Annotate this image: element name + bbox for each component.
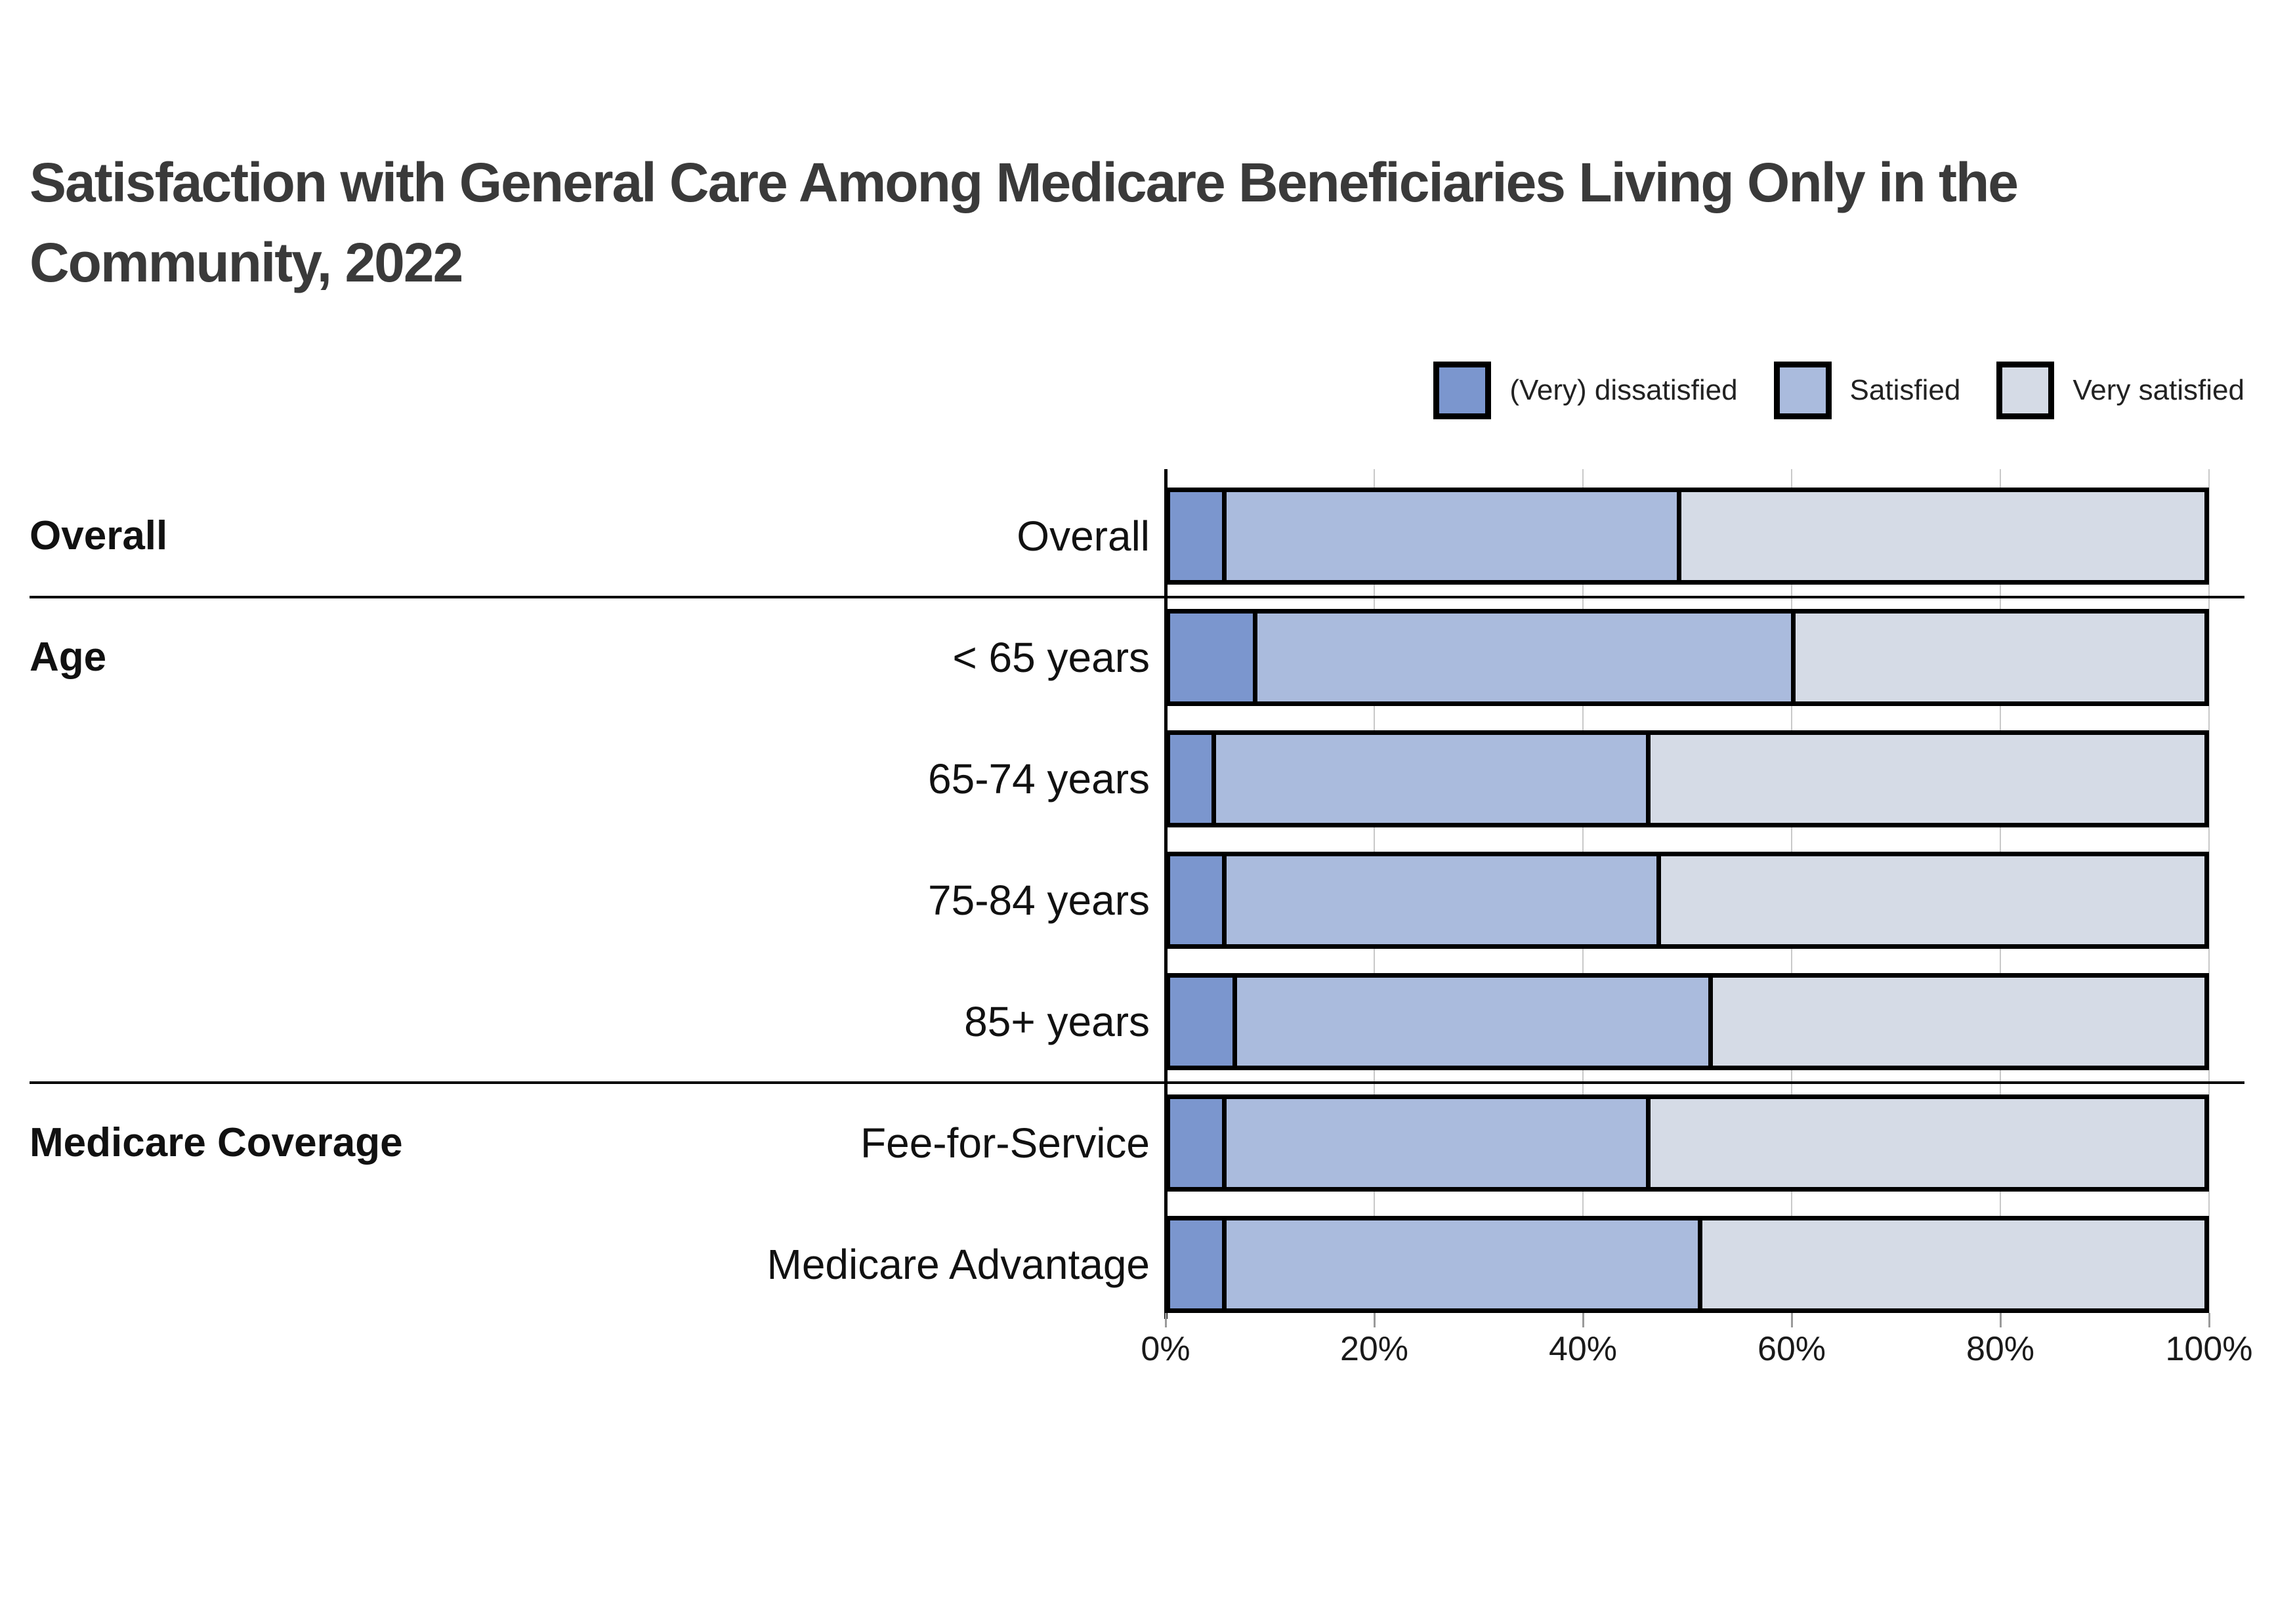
legend-item-label: (Very) dissatisfied	[1509, 374, 1738, 406]
x-axis-tick-label: 60%	[1757, 1330, 1826, 1368]
gridline	[2208, 469, 2210, 1313]
x-axis-tick	[1374, 1313, 1376, 1327]
bar-segment-satisfied	[1221, 1099, 1646, 1187]
bar-segment-very-satisfied	[1677, 492, 2204, 580]
legend-swatch-icon	[1996, 362, 2055, 419]
x-axis-tick	[1582, 1313, 1584, 1327]
group-label: Age	[30, 635, 107, 680]
legend-item: (Very) dissatisfied	[1433, 362, 1738, 419]
row-label: 65-74 years	[928, 755, 1150, 802]
legend-item-label: Very satisfied	[2073, 374, 2244, 406]
stacked-bar-row	[1166, 852, 2209, 949]
bar-segment-very-dissatisfied	[1170, 492, 1222, 580]
legend-item: Satisfied	[1773, 362, 1961, 419]
x-axis-tick	[2000, 1313, 2002, 1327]
bar-segment-satisfied	[1253, 614, 1791, 701]
chart-legend: (Very) dissatisfied Satisfied Very satisfi…	[1433, 362, 2244, 419]
x-axis-tick-label: 40%	[1548, 1330, 1618, 1368]
bar-segment-very-satisfied	[1645, 735, 2204, 823]
bar-segment-very-satisfied	[1656, 856, 2204, 944]
x-axis-tick	[1165, 1313, 1167, 1327]
group-label: Medicare Coverage	[30, 1120, 403, 1165]
row-label: 85+ years	[964, 998, 1150, 1045]
stacked-bar-row	[1166, 488, 2209, 585]
x-axis-tick-label: 0%	[1141, 1330, 1190, 1368]
plot-area	[1164, 469, 2210, 1327]
bar-segment-satisfied	[1221, 492, 1677, 580]
legend-item-label: Satisfied	[1849, 374, 1961, 406]
legend-swatch-icon	[1433, 362, 1492, 419]
bar-segment-very-satisfied	[1708, 978, 2204, 1066]
row-label: Medicare Advantage	[767, 1241, 1150, 1288]
bar-segment-satisfied	[1211, 735, 1646, 823]
bar-segment-very-dissatisfied	[1170, 1099, 1222, 1187]
bar-segment-very-satisfied	[1697, 1220, 2204, 1308]
group-separator-line	[30, 596, 2244, 598]
stacked-bar-row	[1166, 730, 2209, 827]
x-axis-tick-label: 20%	[1339, 1330, 1409, 1368]
row-label: Fee-for-Service	[860, 1119, 1150, 1167]
row-label: < 65 years	[952, 634, 1150, 681]
bar-segment-very-dissatisfied	[1170, 978, 1232, 1066]
x-axis-tick	[1791, 1313, 1793, 1327]
bar-segment-very-dissatisfied	[1170, 1220, 1222, 1308]
bar-segment-very-satisfied	[1645, 1099, 2204, 1187]
stacked-bar-row	[1166, 1216, 2209, 1313]
bar-segment-very-dissatisfied	[1170, 614, 1253, 701]
chart-title: Satisfaction with General Care Among Med…	[30, 152, 2019, 293]
x-axis-tick-label: 100%	[2165, 1330, 2253, 1368]
row-label: Overall	[1017, 512, 1150, 560]
stacked-bar-row	[1166, 609, 2209, 706]
bar-segment-very-dissatisfied	[1170, 856, 1222, 944]
group-label: Overall	[30, 513, 168, 558]
stacked-bar-row	[1166, 973, 2209, 1070]
bar-segment-very-dissatisfied	[1170, 735, 1212, 823]
legend-item: Very satisfied	[1996, 362, 2244, 419]
group-separator-line	[30, 1081, 2244, 1084]
bar-segment-satisfied	[1221, 1220, 1698, 1308]
x-axis-tick-label: 80%	[1966, 1330, 2035, 1368]
bar-segment-satisfied	[1221, 856, 1656, 944]
row-label: 75-84 years	[928, 877, 1150, 924]
stacked-bar-row	[1166, 1094, 2209, 1192]
bar-segment-very-satisfied	[1790, 614, 2204, 701]
x-axis-tick	[2208, 1313, 2210, 1327]
legend-swatch-icon	[1773, 362, 1832, 419]
bar-segment-satisfied	[1232, 978, 1708, 1066]
